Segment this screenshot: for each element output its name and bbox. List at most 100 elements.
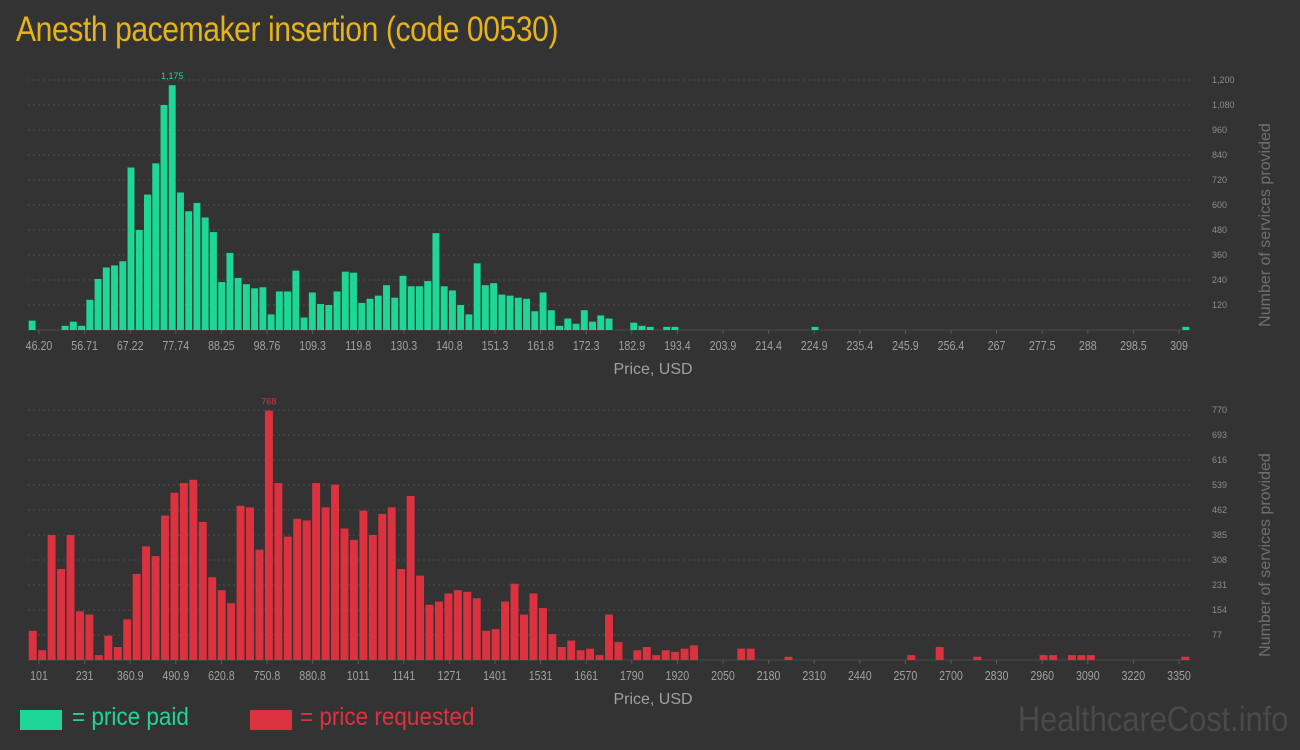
bar — [440, 286, 448, 330]
bar — [251, 288, 259, 330]
x-tick-label: 3090 — [1076, 668, 1100, 683]
bar — [425, 604, 434, 660]
bar — [434, 601, 443, 660]
x-tick-label: 172.3 — [573, 338, 600, 353]
bar — [642, 647, 651, 660]
bar — [358, 302, 366, 330]
x-tick-label: 2180 — [757, 668, 781, 683]
x-tick-label: 267 — [988, 338, 1006, 353]
bar — [85, 614, 94, 660]
y-tick-label: 360 — [1212, 250, 1227, 260]
bar — [236, 505, 245, 660]
bar — [317, 303, 325, 330]
bar — [589, 321, 596, 330]
bar — [399, 275, 407, 330]
x-tick-label: 490.9 — [162, 668, 189, 683]
bar — [302, 520, 311, 660]
bar — [415, 286, 423, 330]
bar — [333, 291, 341, 330]
x-tick-label: 277.5 — [1029, 338, 1056, 353]
x-tick-label: 182.9 — [618, 338, 645, 353]
bar — [142, 546, 151, 660]
bar — [491, 629, 500, 660]
bar — [510, 583, 519, 660]
y-tick-label: 616 — [1212, 455, 1227, 465]
bar — [564, 318, 572, 330]
bar — [123, 619, 132, 660]
bar — [523, 298, 531, 330]
bar — [113, 647, 122, 660]
x-tick-label: 56.71 — [71, 338, 98, 353]
x-tick-label: 109.3 — [299, 338, 326, 353]
bar — [597, 315, 605, 330]
bar — [242, 284, 250, 330]
y-tick-label: 480 — [1212, 225, 1227, 235]
bar — [227, 603, 236, 660]
bar — [1181, 656, 1190, 660]
bar — [391, 297, 399, 330]
bar — [111, 265, 118, 330]
bar — [572, 323, 580, 330]
bar — [935, 647, 944, 660]
bar — [209, 232, 217, 330]
x-tick-label: 203.9 — [710, 338, 737, 353]
bar — [264, 410, 273, 660]
bar — [490, 283, 498, 331]
x-tick-label: 1531 — [529, 668, 553, 683]
bar — [387, 507, 396, 660]
bar — [605, 614, 613, 660]
bar — [226, 252, 234, 330]
bar — [312, 483, 321, 660]
bar — [498, 294, 506, 330]
x-tick-label: 1920 — [666, 668, 690, 683]
bar — [366, 298, 374, 330]
bar — [38, 650, 47, 660]
bar — [481, 285, 489, 330]
x-tick-label: 2050 — [711, 668, 735, 683]
x-tick-label: 256.4 — [938, 338, 965, 353]
bar — [104, 635, 113, 660]
y-tick-label: 1,080 — [1212, 100, 1235, 110]
x-tick-label: 3350 — [1167, 668, 1191, 683]
bar — [218, 282, 226, 330]
bar — [217, 590, 226, 660]
x-tick-label: 1790 — [620, 668, 644, 683]
bar — [331, 484, 339, 660]
bar — [78, 325, 86, 330]
bar — [746, 648, 755, 660]
bar — [737, 648, 746, 660]
bar — [1182, 326, 1190, 331]
bar — [907, 655, 916, 660]
peak-value-label: 1,175 — [161, 71, 184, 81]
x-tick-label: 235.4 — [846, 338, 873, 353]
bar — [259, 287, 267, 330]
bar — [350, 272, 357, 330]
bar — [407, 286, 415, 330]
bar — [69, 321, 77, 330]
bar — [576, 650, 585, 660]
x-tick-label: 2960 — [1030, 668, 1054, 683]
x-tick-label: 46.20 — [26, 338, 53, 353]
y-tick-label: 960 — [1212, 125, 1227, 135]
bar — [463, 591, 472, 660]
bar — [144, 194, 151, 330]
bar — [168, 85, 176, 331]
y-tick-label: 840 — [1212, 150, 1227, 160]
bar — [784, 656, 793, 660]
y-tick-label: 693 — [1212, 430, 1227, 440]
x-axis-title: Price, USD — [613, 691, 692, 708]
bar — [177, 192, 184, 330]
bar — [539, 292, 547, 330]
y-tick-label: 1,200 — [1212, 75, 1235, 85]
bar — [473, 263, 481, 330]
x-tick-label: 360.9 — [117, 668, 144, 683]
bar — [586, 648, 595, 660]
bar — [605, 318, 613, 330]
y-tick-label: 231 — [1212, 580, 1227, 590]
bar — [580, 310, 588, 330]
bar — [973, 656, 982, 660]
bar — [448, 290, 456, 330]
bar — [28, 320, 36, 331]
legend-label-requested: = price requested — [300, 703, 475, 731]
